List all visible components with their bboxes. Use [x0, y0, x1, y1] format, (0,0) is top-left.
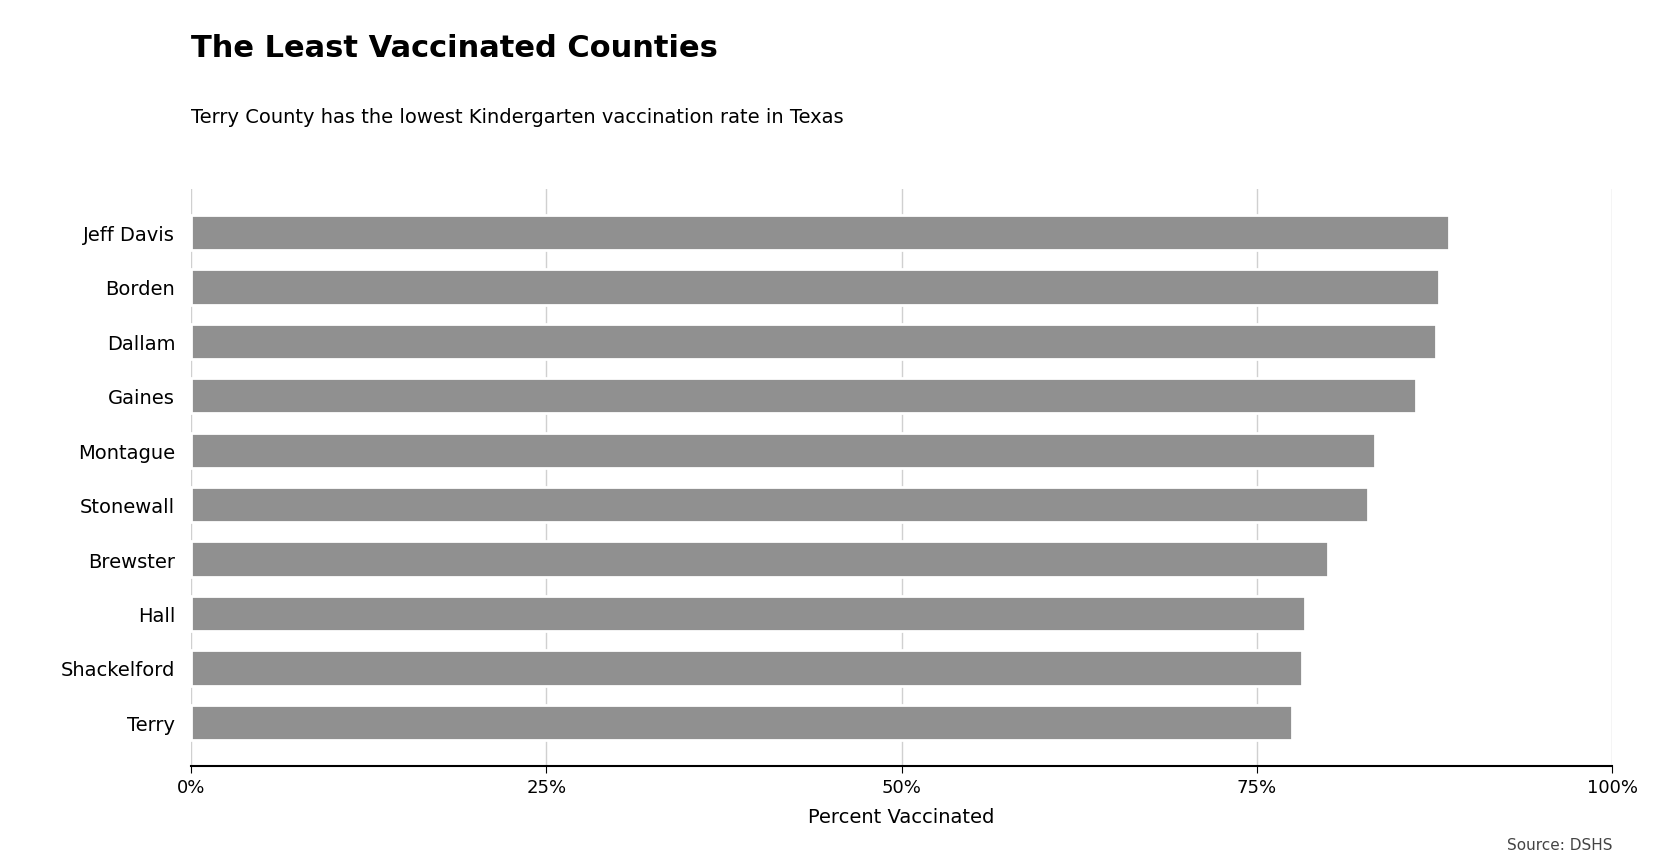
Text: Source: DSHS: Source: DSHS — [1507, 838, 1612, 852]
Bar — [191, 379, 1416, 414]
X-axis label: Percent Vaccinated: Percent Vaccinated — [808, 807, 996, 827]
Bar — [191, 542, 1328, 577]
Bar — [191, 596, 1305, 631]
Bar — [191, 433, 1374, 468]
Text: The Least Vaccinated Counties: The Least Vaccinated Counties — [191, 34, 718, 64]
Bar — [191, 705, 1293, 740]
Text: Terry County has the lowest Kindergarten vaccination rate in Texas: Terry County has the lowest Kindergarten… — [191, 108, 844, 127]
Bar — [191, 487, 1368, 523]
Bar — [191, 215, 1449, 251]
Bar — [191, 650, 1303, 685]
Bar — [191, 325, 1436, 360]
Bar — [191, 270, 1439, 306]
